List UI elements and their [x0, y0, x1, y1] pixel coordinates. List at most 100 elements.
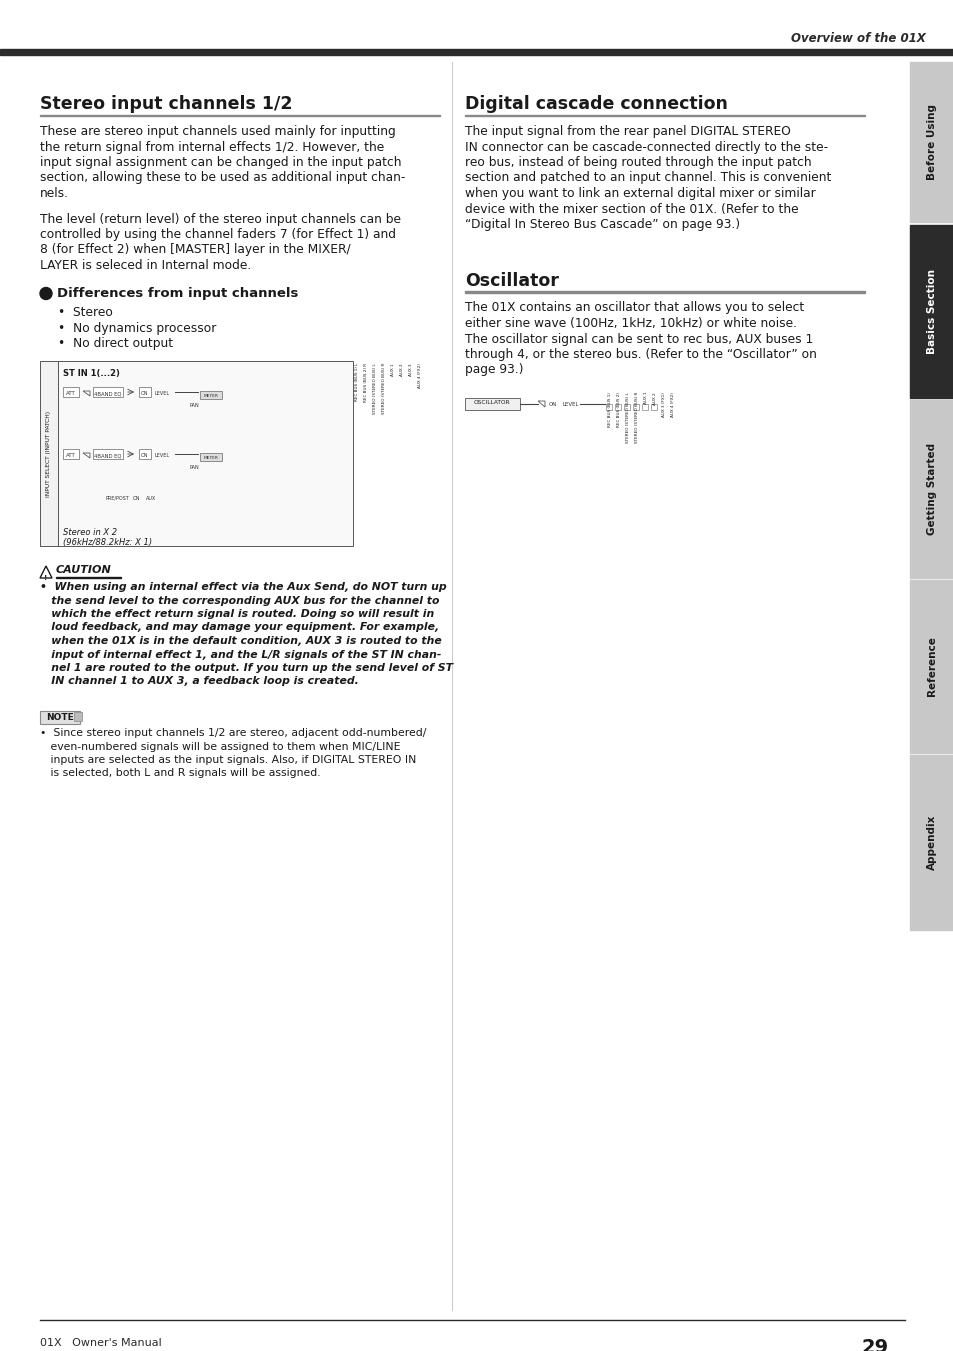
Text: LEVEL: LEVEL [154, 390, 170, 396]
Text: METER: METER [203, 394, 218, 399]
Text: which the effect return signal is routed. Doing so will result in: which the effect return signal is routed… [40, 609, 434, 619]
Text: device with the mixer section of the 01X. (Refer to the: device with the mixer section of the 01X… [464, 203, 798, 216]
Text: AUX 1: AUX 1 [391, 363, 395, 376]
Bar [909, 226, 953, 399]
Text: inputs are selected as the input signals. Also, if DIGITAL STEREO IN: inputs are selected as the input signals… [40, 755, 416, 765]
Text: through 4, or the stereo bus. (Refer to the “Oscillator” on: through 4, or the stereo bus. (Refer to … [464, 349, 816, 361]
Text: CAUTION: CAUTION [56, 565, 112, 576]
Bar [139, 386, 151, 397]
Text: AUX 3: AUX 3 [409, 363, 413, 376]
Text: input of internal effect 1, and the L/R signals of the ST IN chan-: input of internal effect 1, and the L/R … [40, 650, 441, 659]
Text: STEREO (STEREO BUS) L: STEREO (STEREO BUS) L [373, 363, 376, 413]
Text: These are stereo input channels used mainly for inputting: These are stereo input channels used mai… [40, 126, 395, 138]
Text: when the 01X is in the default condition, AUX 3 is routed to the: when the 01X is in the default condition… [40, 636, 441, 646]
Text: Oscillator: Oscillator [464, 272, 558, 289]
Text: ON: ON [132, 496, 140, 501]
Text: even-numbered signals will be assigned to them when MIC/LINE: even-numbered signals will be assigned t… [40, 742, 400, 751]
Bar [650, 404, 657, 409]
Text: AUX 2: AUX 2 [399, 363, 403, 376]
Text: PRE/POST: PRE/POST [106, 496, 130, 501]
Bar [74, 712, 82, 721]
Text: INPUT SELECT (INPUT PATCH): INPUT SELECT (INPUT PATCH) [47, 411, 51, 497]
Text: 4BAND EQ: 4BAND EQ [94, 390, 122, 396]
Bar [40, 115, 439, 116]
Text: IN connector can be cascade-connected directly to the ste-: IN connector can be cascade-connected di… [464, 141, 827, 154]
Bar [464, 399, 519, 409]
Text: 01X   Owner's Manual: 01X Owner's Manual [40, 1337, 162, 1348]
Bar [464, 115, 864, 116]
Text: AUX: AUX [146, 496, 156, 501]
Text: Overview of the 01X: Overview of the 01X [790, 31, 924, 45]
Bar [92, 449, 123, 459]
Bar [92, 386, 123, 397]
Text: Basics Section: Basics Section [926, 269, 936, 354]
Text: The 01X contains an oscillator that allows you to select: The 01X contains an oscillator that allo… [464, 301, 803, 315]
Text: METER: METER [203, 457, 218, 459]
Text: PAN: PAN [190, 403, 199, 408]
Text: •  No direct output: • No direct output [58, 338, 172, 350]
Bar [200, 390, 222, 399]
Text: AUX 3 (FX1): AUX 3 (FX1) [661, 392, 665, 417]
Text: ON: ON [141, 390, 149, 396]
Text: REC BUS (BUS 1) L: REC BUS (BUS 1) L [355, 363, 358, 401]
Text: nels.: nels. [40, 186, 69, 200]
Bar [605, 404, 612, 409]
Bar [909, 580, 953, 753]
Bar [623, 404, 629, 409]
Text: ATT: ATT [66, 453, 76, 458]
Bar [40, 361, 58, 546]
Text: •  Since stereo input channels 1/2 are stereo, adjacent odd-numbered/: • Since stereo input channels 1/2 are st… [40, 728, 426, 738]
Text: The level (return level) of the stereo input channels can be: The level (return level) of the stereo i… [40, 212, 400, 226]
Text: NOTE: NOTE [46, 712, 73, 721]
Text: the return signal from internal effects 1/2. However, the: the return signal from internal effects … [40, 141, 384, 154]
Text: 29: 29 [861, 1337, 887, 1351]
Text: ON: ON [141, 453, 149, 458]
Text: LEVEL: LEVEL [154, 453, 170, 458]
Text: when you want to link an external digital mixer or similar: when you want to link an external digita… [464, 186, 815, 200]
Bar [40, 711, 80, 724]
Text: OSCILLATOR: OSCILLATOR [474, 400, 510, 405]
Bar [909, 400, 953, 578]
Text: AUX 4 (FX2): AUX 4 (FX2) [417, 363, 421, 388]
Text: section and patched to an input channel. This is convenient: section and patched to an input channel.… [464, 172, 830, 185]
Bar [200, 453, 222, 461]
Text: nel 1 are routed to the output. If you turn up the send level of ST: nel 1 are routed to the output. If you t… [40, 663, 453, 673]
Text: the send level to the corresponding AUX bus for the channel to: the send level to the corresponding AUX … [40, 596, 439, 605]
Text: “Digital In Stereo Bus Cascade” on page 93.): “Digital In Stereo Bus Cascade” on page … [464, 218, 740, 231]
Bar [63, 449, 79, 459]
Text: Stereo in X 2
(96kHz/88.2kHz: X 1): Stereo in X 2 (96kHz/88.2kHz: X 1) [63, 528, 152, 547]
Text: Before Using: Before Using [926, 104, 936, 180]
Text: The oscillator signal can be sent to rec bus, AUX buses 1: The oscillator signal can be sent to rec… [464, 332, 812, 346]
Text: AUX 2: AUX 2 [652, 392, 657, 405]
Text: Digital cascade connection: Digital cascade connection [464, 95, 727, 113]
Bar [0, 49, 953, 55]
Text: STEREO (STEREO BUS) R: STEREO (STEREO BUS) R [381, 363, 386, 415]
Text: reo bus, instead of being routed through the input patch: reo bus, instead of being routed through… [464, 155, 811, 169]
Text: Differences from input channels: Differences from input channels [57, 288, 298, 300]
Text: STEREO (STEREO BUS) R: STEREO (STEREO BUS) R [635, 392, 639, 443]
Text: •  Stereo: • Stereo [58, 307, 112, 319]
Text: Stereo input channels 1/2: Stereo input channels 1/2 [40, 95, 293, 113]
Bar [63, 386, 79, 397]
Text: ST IN 1(...2): ST IN 1(...2) [63, 369, 120, 378]
Bar [615, 404, 620, 409]
Bar [139, 449, 151, 459]
Text: IN channel 1 to AUX 3, a feedback loop is created.: IN channel 1 to AUX 3, a feedback loop i… [40, 677, 358, 686]
Text: is selected, both L and R signals will be assigned.: is selected, both L and R signals will b… [40, 769, 320, 778]
Bar [633, 404, 639, 409]
Text: either sine wave (100Hz, 1kHz, 10kHz) or white noise.: either sine wave (100Hz, 1kHz, 10kHz) or… [464, 317, 796, 330]
Text: AUX 4 (FX2): AUX 4 (FX2) [670, 392, 675, 417]
Text: Reference: Reference [926, 636, 936, 696]
Bar [641, 404, 647, 409]
Bar [464, 290, 864, 293]
Text: 4BAND EQ: 4BAND EQ [94, 453, 122, 458]
Text: section, allowing these to be used as additional input chan-: section, allowing these to be used as ad… [40, 172, 405, 185]
Text: Getting Started: Getting Started [926, 443, 936, 535]
Text: REC BUS (BUS 2) R: REC BUS (BUS 2) R [364, 363, 368, 403]
Text: page 93.): page 93.) [464, 363, 523, 377]
Bar [909, 755, 953, 929]
Text: REC BUS (BUS 2): REC BUS (BUS 2) [617, 392, 620, 427]
Text: Appendix: Appendix [926, 815, 936, 870]
Text: loud feedback, and may damage your equipment. For example,: loud feedback, and may damage your equip… [40, 623, 438, 632]
Text: •  When using an internal effect via the Aux Send, do NOT turn up: • When using an internal effect via the … [40, 582, 446, 592]
